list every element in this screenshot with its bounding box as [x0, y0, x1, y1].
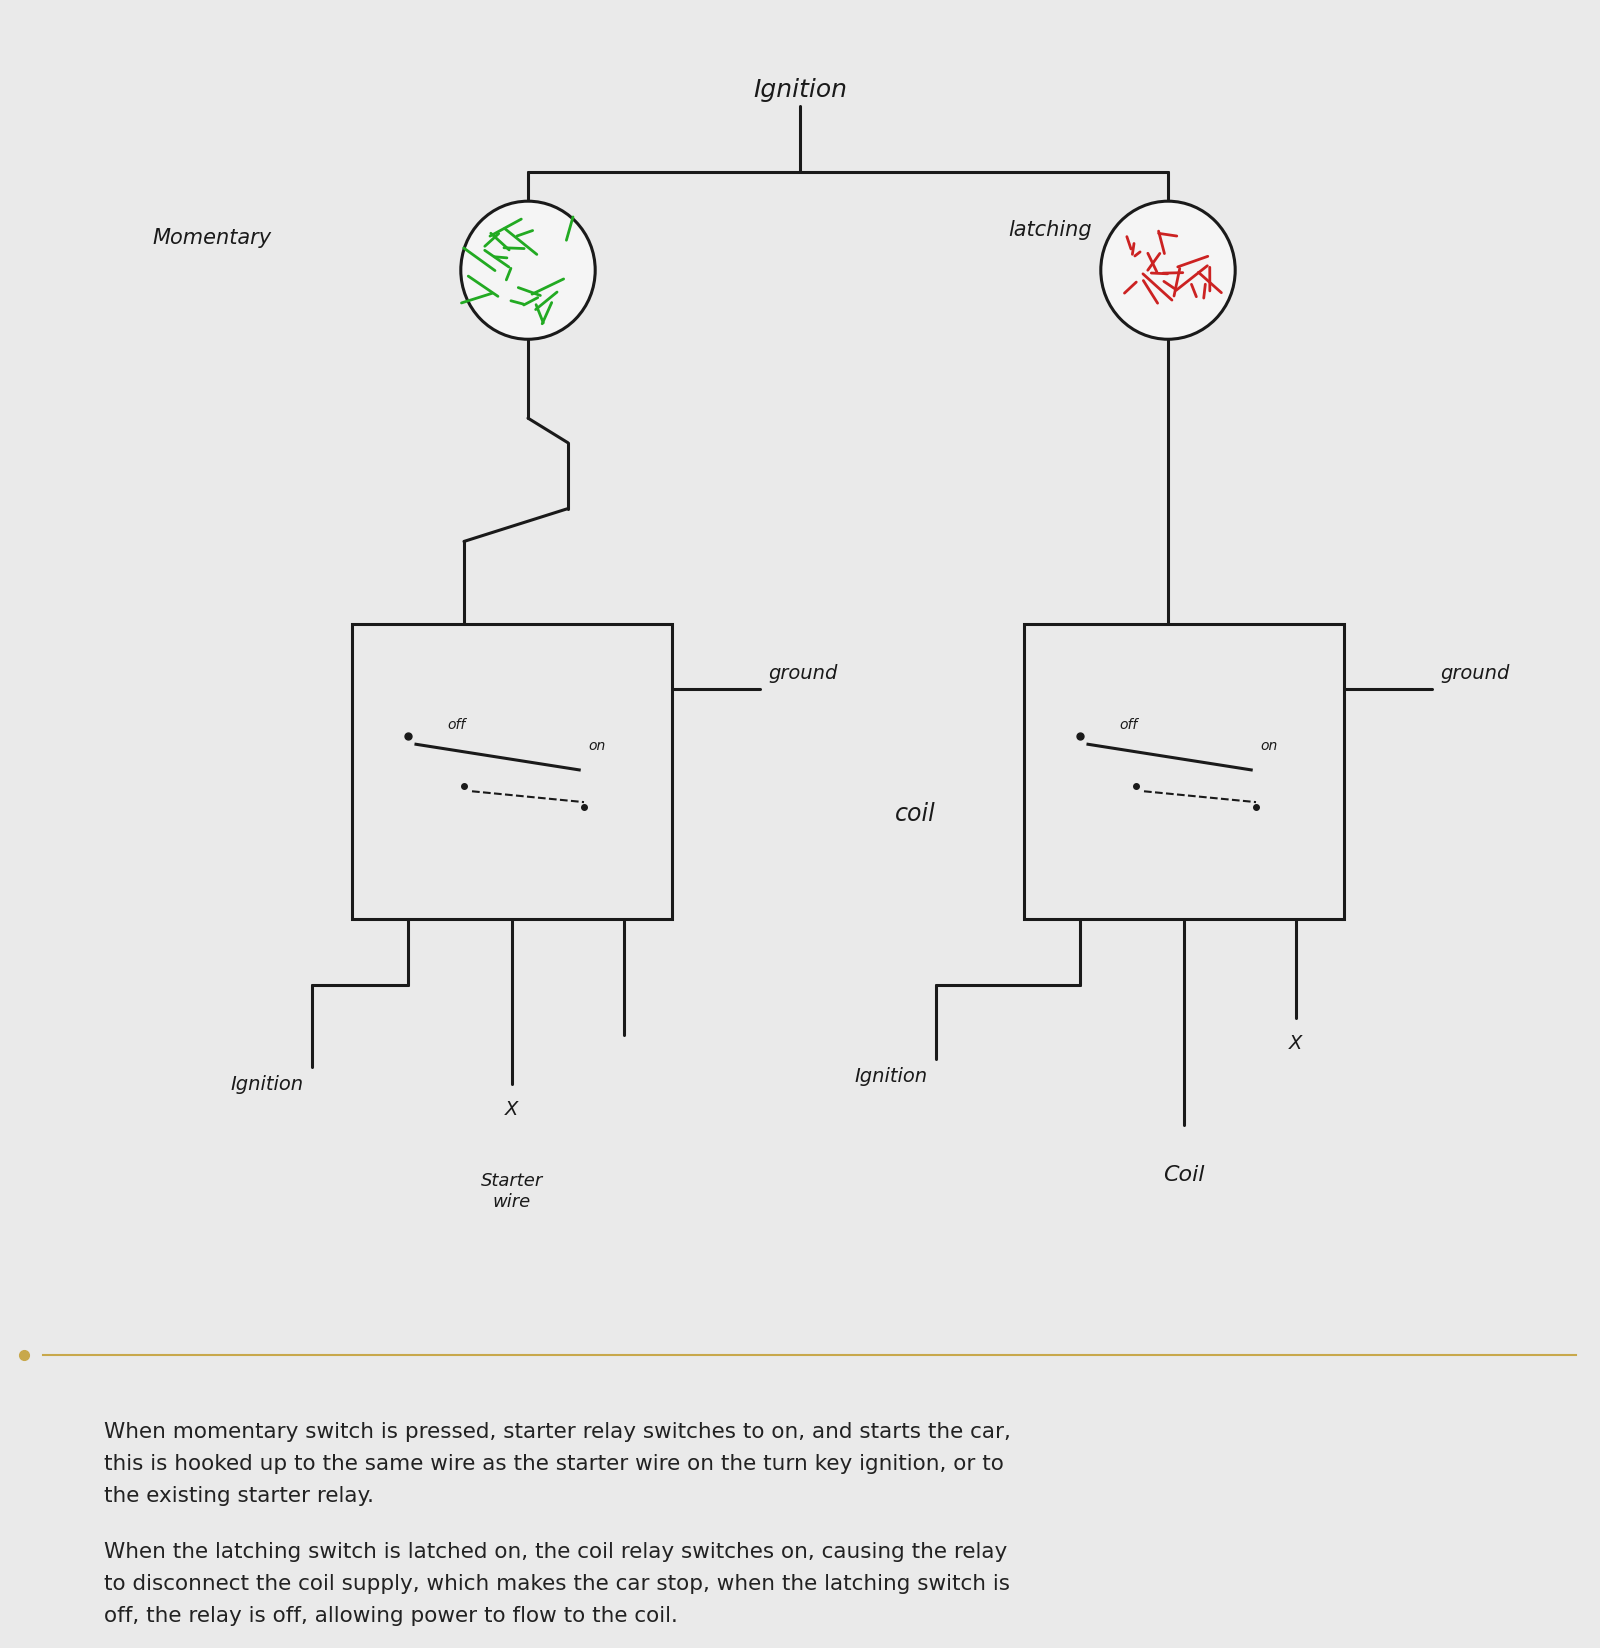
- Text: Starter
wire: Starter wire: [482, 1172, 542, 1210]
- Circle shape: [1101, 203, 1235, 339]
- Text: Ignition: Ignition: [754, 79, 846, 102]
- Bar: [352, 625, 672, 920]
- Text: ground: ground: [1440, 664, 1509, 682]
- Text: on: on: [1261, 738, 1277, 751]
- Text: Ignition: Ignition: [230, 1074, 304, 1094]
- Text: off: off: [1118, 717, 1138, 732]
- Text: X: X: [1290, 1033, 1302, 1053]
- Text: latching: latching: [1008, 219, 1091, 241]
- Text: Momentary: Momentary: [154, 227, 272, 249]
- Text: coil: coil: [896, 801, 936, 826]
- Text: off: off: [446, 717, 466, 732]
- Bar: [1024, 625, 1344, 920]
- Text: X: X: [506, 1099, 518, 1119]
- Text: on: on: [589, 738, 605, 751]
- Text: When momentary switch is pressed, starter relay switches to on, and starts the c: When momentary switch is pressed, starte…: [104, 1421, 1011, 1505]
- Text: ground: ground: [768, 664, 837, 682]
- Circle shape: [461, 203, 595, 339]
- Text: When the latching switch is latched on, the coil relay switches on, causing the : When the latching switch is latched on, …: [104, 1541, 1010, 1625]
- Text: Coil: Coil: [1163, 1165, 1205, 1185]
- Text: Ignition: Ignition: [854, 1066, 928, 1086]
